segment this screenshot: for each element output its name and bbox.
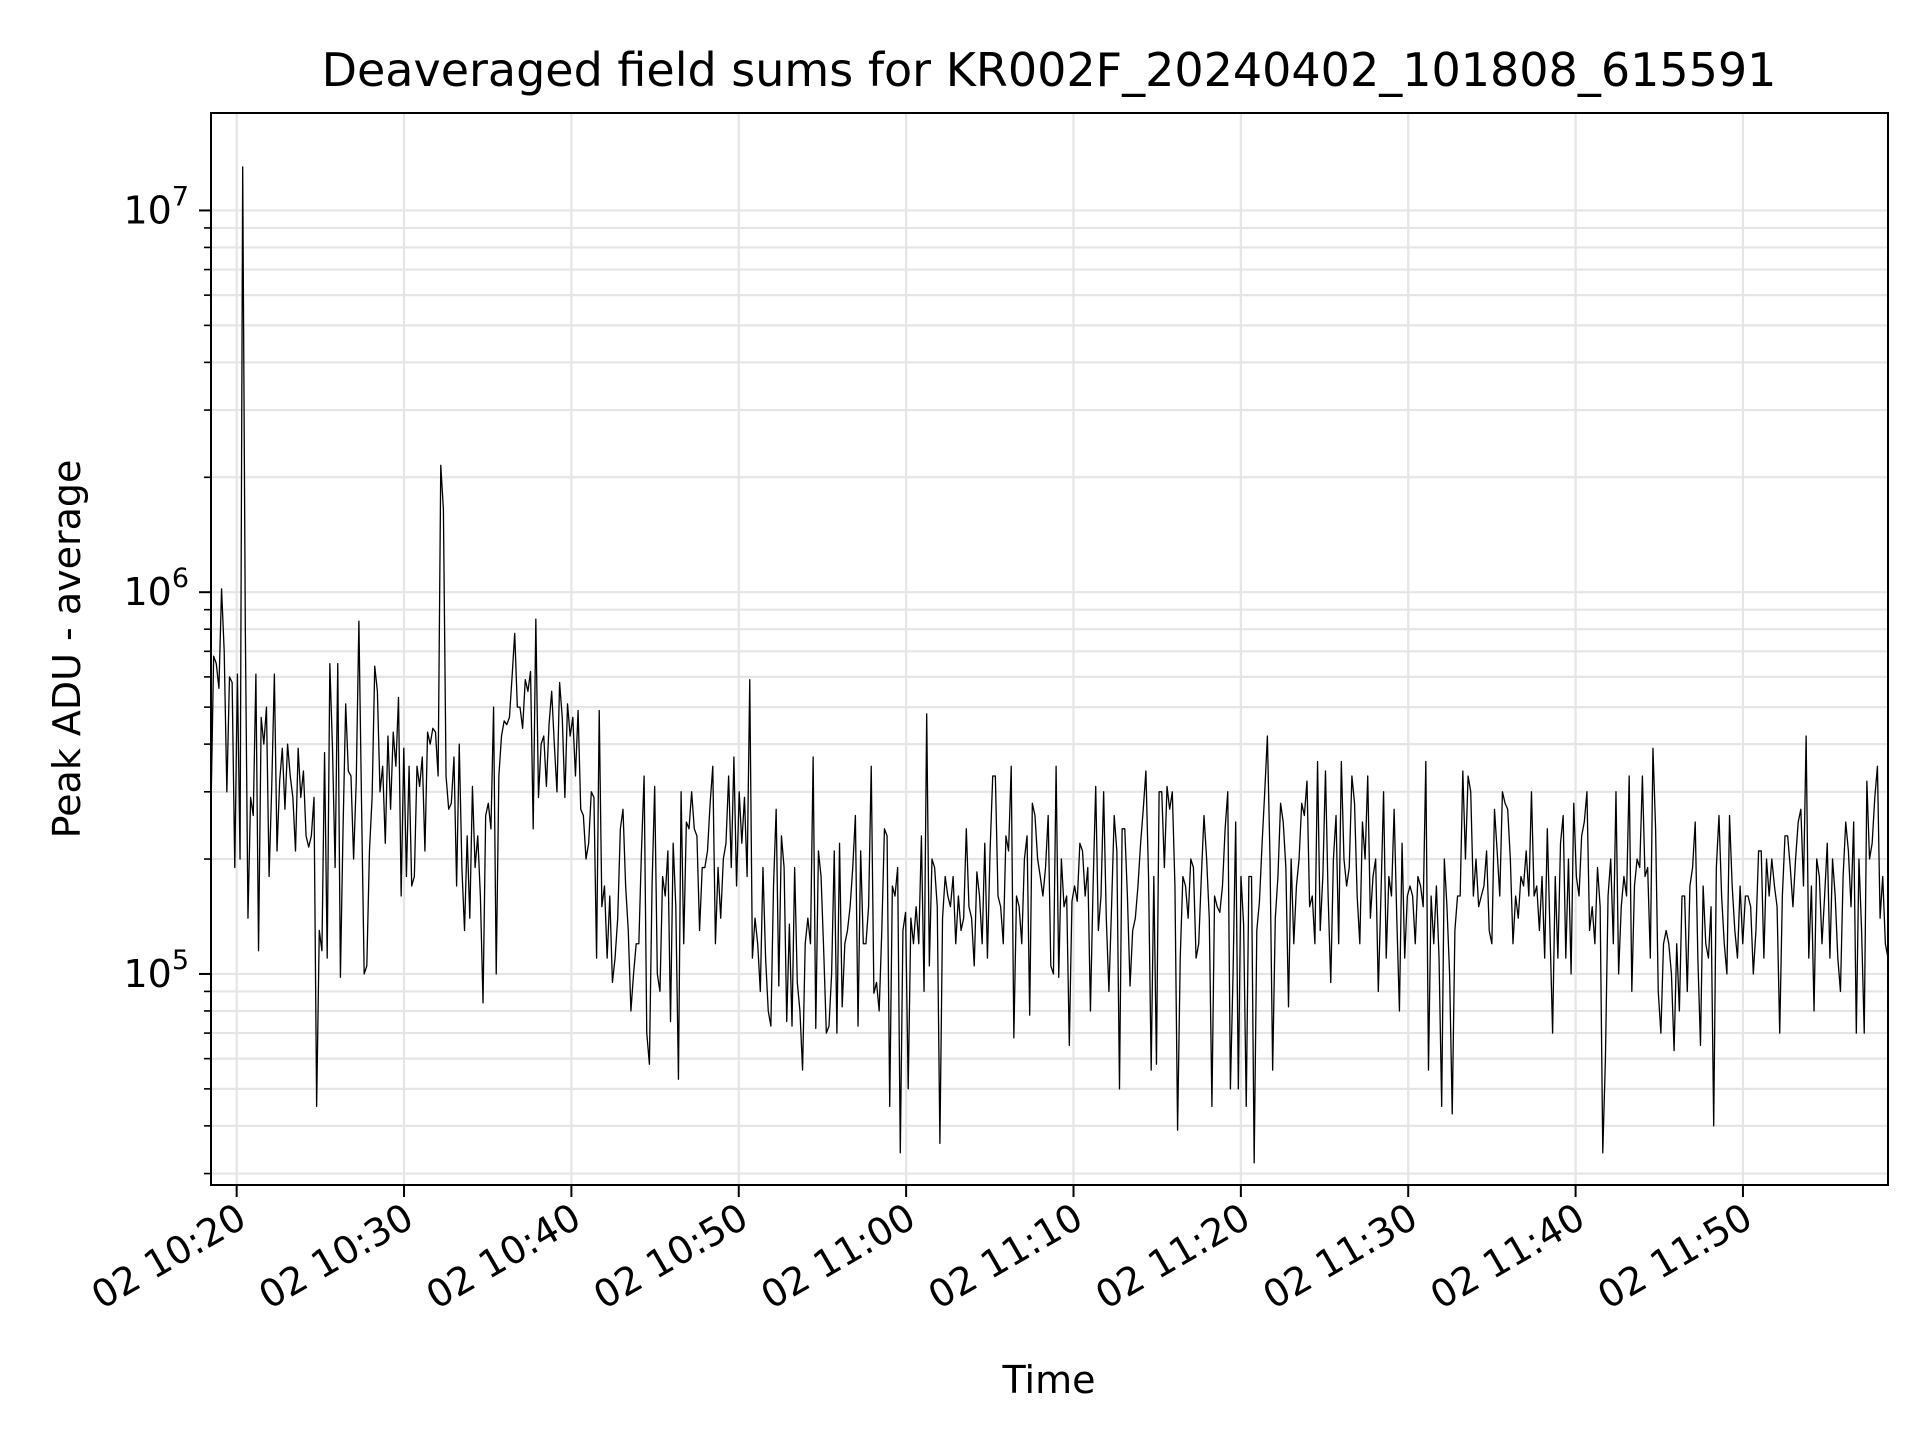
- y-tick-label: 107: [123, 181, 189, 232]
- x-axis-label: Time: [1002, 1358, 1096, 1402]
- y-axis-label: Peak ADU - average: [45, 460, 89, 839]
- y-tick-label: 106: [123, 563, 189, 614]
- y-tick-label: 105: [123, 945, 189, 996]
- y-axis: 105 106 107: [123, 181, 211, 1175]
- plot-area: [210, 166, 1889, 1164]
- plot-frame: [210, 112, 1889, 1186]
- chart-title: Deaveraged field sums for KR002F_2024040…: [322, 43, 1777, 97]
- series-line: [210, 166, 1889, 1164]
- grid: [211, 113, 1888, 1185]
